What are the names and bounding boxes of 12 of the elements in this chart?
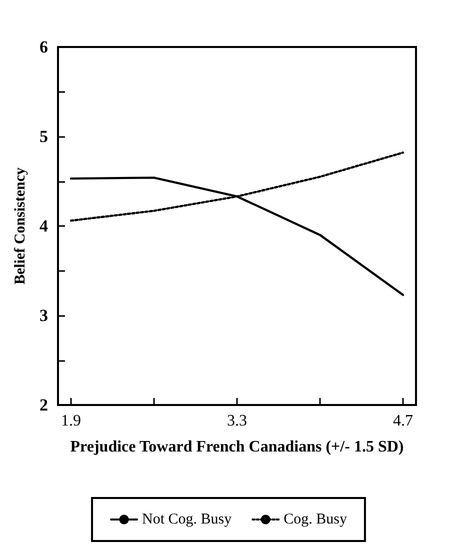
legend-label: Not Cog. Busy (142, 512, 232, 528)
x-tick-label: 3.3 (227, 412, 247, 430)
x-tick-label: 4.7 (392, 412, 413, 430)
y-tick-label: 6 (40, 38, 48, 56)
x-axis-title: Prejudice Toward French Canadians (+/- 1.5 SD) (70, 438, 404, 456)
y-axis-title: Belief Consistency (12, 166, 28, 285)
y-tick-label: 2 (40, 396, 48, 414)
y-tick-label: 5 (40, 127, 48, 146)
y-tick-label: 4 (40, 216, 48, 236)
x-tick-label: 1.9 (61, 412, 82, 430)
legend-label: Cog. Busy (284, 512, 348, 528)
y-tick-label: 3 (40, 306, 48, 325)
